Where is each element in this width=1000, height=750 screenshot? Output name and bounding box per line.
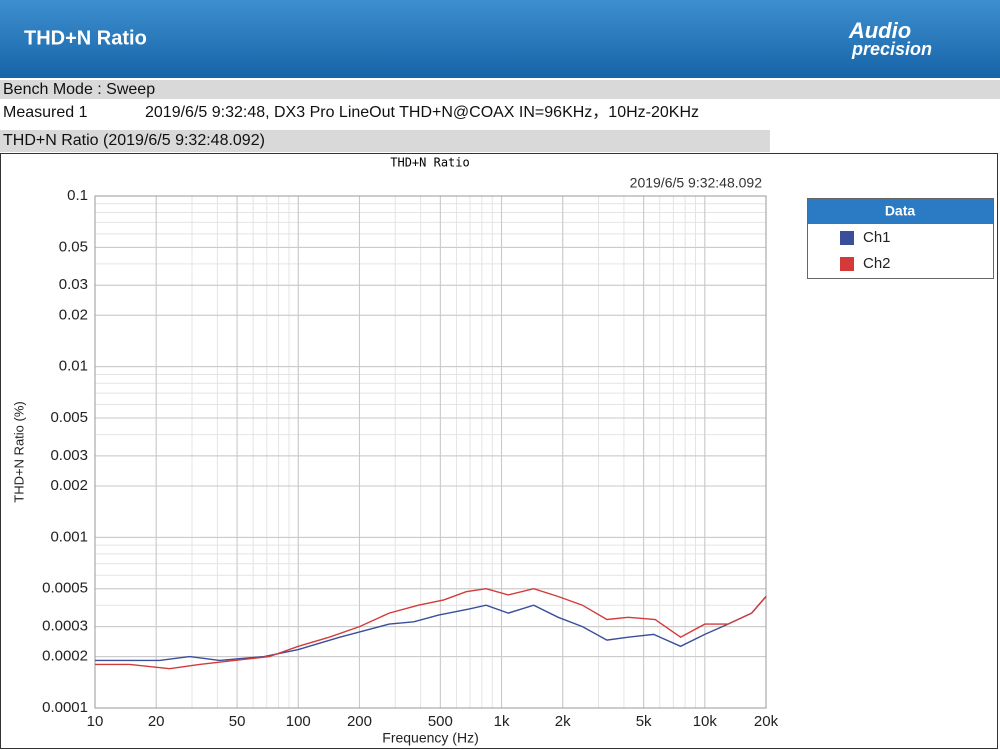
- series-line: [95, 587, 767, 670]
- legend-swatch: [840, 257, 854, 271]
- y-tick-label: 0.02: [59, 306, 88, 323]
- y-tick-label: 0.005: [50, 409, 88, 426]
- y-tick-label: 0.01: [59, 358, 88, 375]
- y-tick-label: 0.0003: [42, 618, 88, 635]
- y-tick-label: 0.003: [50, 447, 88, 464]
- x-tick-label: 2k: [555, 713, 571, 730]
- plot-border: [94, 195, 767, 709]
- header-bar: [0, 0, 1000, 78]
- x-axis-label: Frequency (Hz): [382, 730, 478, 746]
- legend-header: [808, 199, 993, 224]
- chart-subtitle: 2019/6/5 9:32:48.092: [630, 175, 763, 191]
- bench-mode: Bench Mode : Sweep: [3, 81, 155, 98]
- panel-bar: [0, 130, 770, 152]
- y-tick-label: 0.0001: [42, 699, 88, 716]
- y-tick-label: 0.0005: [42, 580, 88, 597]
- x-tick-label: 10k: [693, 713, 718, 730]
- x-tick-label: 20k: [754, 713, 779, 730]
- y-axis-label: THD+N Ratio (%): [11, 401, 26, 503]
- legend-title: Data: [885, 203, 916, 219]
- logo-top: Audio: [848, 18, 911, 43]
- legend-label: Ch2: [863, 255, 891, 272]
- x-tick-label: 50: [229, 713, 246, 730]
- x-tick-label: 1k: [494, 713, 510, 730]
- y-tick-label: 0.05: [59, 238, 88, 255]
- panel-title: THD+N Ratio (2019/6/5 9:32:48.092): [3, 132, 265, 149]
- y-tick-label: 0.0002: [42, 648, 88, 665]
- chart-title: THD+N Ratio: [390, 156, 469, 170]
- plot: 0.1 0.05 0.03 0.02 0.01 0.005 0.003 0.002 0.001 0…: [11, 187, 778, 746]
- bench-bar: [0, 80, 1000, 99]
- y-tick-label: 0.1: [67, 187, 88, 204]
- x-tick-label: 5k: [636, 713, 652, 730]
- logo-bottom: precision: [851, 39, 932, 59]
- measured-label: Measured 1: [3, 104, 88, 121]
- y-tick-label: 0.03: [59, 276, 88, 293]
- x-tick-label: 10: [87, 713, 104, 730]
- y-tick-label: 0.001: [50, 528, 88, 545]
- legend-label: Ch1: [863, 229, 891, 246]
- legend-swatch: [840, 231, 854, 245]
- x-tick-label: 100: [286, 713, 311, 730]
- plot-area: [95, 196, 766, 708]
- series-line: [95, 596, 767, 662]
- x-tick-label: 20: [148, 713, 165, 730]
- measured-text: 2019/6/5 9:32:48, DX3 Pro LineOut THD+N@…: [145, 104, 699, 121]
- x-tick-label: 500: [428, 713, 453, 730]
- y-tick-label: 0.002: [50, 477, 88, 494]
- x-tick-label: 200: [347, 713, 372, 730]
- header-title: THD+N Ratio: [24, 27, 147, 49]
